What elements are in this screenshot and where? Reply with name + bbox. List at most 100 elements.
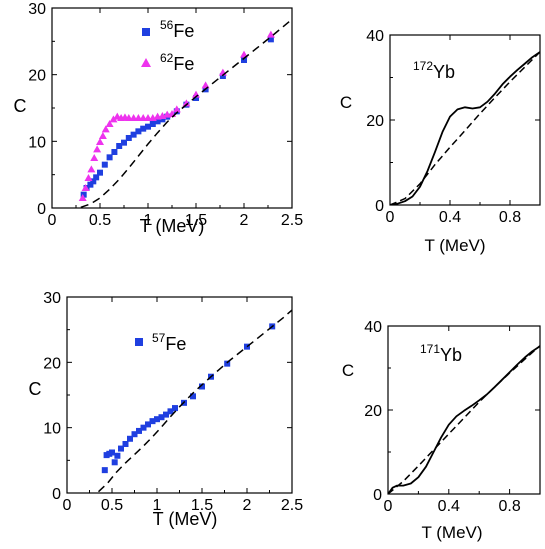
data-point-square: [163, 411, 169, 418]
y-tick-label: 40: [364, 319, 382, 336]
data-point-square: [158, 414, 165, 421]
data-point-triangle: [93, 145, 102, 153]
data-point-triangle: [78, 194, 87, 201]
data-point-square: [149, 121, 156, 127]
x-tick-label: 0: [386, 209, 395, 226]
annotation-mass-number: 171: [420, 342, 440, 356]
y-tick-label: 0: [52, 486, 61, 503]
x-tick-label: 0: [384, 498, 393, 515]
chart-panel-yb171: 0 0.4 0.8 0 20 40 T (MeV) C 171Yb: [342, 319, 541, 542]
y-axis-label: C: [14, 96, 27, 116]
x-tick-label: 1.5: [191, 497, 213, 514]
data-point-square: [127, 435, 133, 442]
data-point-square: [106, 154, 113, 161]
x-tick-label: 0.4: [439, 209, 461, 226]
data-point-square: [87, 181, 94, 188]
data-point-triangle: [109, 115, 118, 123]
x-tick-label: 1: [144, 212, 153, 229]
y-tick-label: 20: [364, 403, 382, 420]
legend-marker-square: [142, 28, 150, 36]
data-point-square: [111, 459, 118, 466]
data-point-square: [140, 125, 147, 132]
data-point-square: [109, 449, 115, 456]
legend-mass-number: 57: [152, 331, 166, 345]
data-point-triangle: [87, 165, 96, 173]
x-axis-label: T (MeV): [140, 216, 205, 236]
data-point-square: [167, 408, 174, 415]
data-point-triangle: [81, 184, 90, 191]
data-point-square: [154, 118, 161, 125]
y-axis-label: C: [342, 361, 354, 380]
x-tick-label: 0.8: [498, 498, 520, 515]
data-point-triangle: [90, 154, 99, 161]
data-point-triangle: [98, 132, 107, 139]
y-tick-label: 0: [375, 198, 384, 215]
legend-element: Fe: [165, 334, 186, 354]
data-point-square: [154, 416, 160, 423]
data-point-square: [131, 431, 138, 438]
annotation-element: Yb: [433, 62, 455, 82]
x-axis-label: T (MeV): [421, 523, 482, 542]
y-axis-label: C: [29, 379, 42, 399]
data-point-triangle: [101, 125, 110, 133]
data-point-triangle: [266, 30, 275, 38]
data-point-square: [114, 452, 121, 459]
annotation-mass-number: 172: [413, 59, 433, 73]
legend-mass-number: 62: [160, 51, 174, 65]
y-tick-label: 0: [373, 487, 382, 504]
y-tick-label: 0: [37, 201, 46, 218]
data-point-square: [159, 116, 166, 123]
series-line-solid: [390, 51, 540, 205]
legend-marker-triangle: [141, 58, 151, 67]
y-axis-label: C: [340, 93, 352, 112]
data-point-square: [101, 467, 108, 474]
series-line-dashed: [97, 309, 292, 493]
x-tick-label: 0: [63, 497, 72, 514]
x-tick-label: 0.5: [101, 497, 123, 514]
plot-area: [78, 18, 292, 208]
nucleus-annotation: 171Yb: [420, 342, 462, 365]
data-point-square: [93, 174, 100, 181]
plot-frame: [66, 296, 293, 494]
x-tick-label: 2.5: [281, 212, 303, 229]
y-tick-label: 20: [366, 113, 384, 130]
data-point-square: [90, 178, 97, 185]
legend-element: Fe: [173, 54, 194, 74]
data-point-square: [193, 95, 199, 101]
data-point-square: [199, 383, 205, 390]
x-tick-label: 2: [240, 212, 249, 229]
plot-area: [388, 345, 540, 494]
x-tick-label: 2: [243, 497, 252, 514]
data-point-square: [135, 128, 142, 135]
legend-label: 56Fe: [160, 18, 194, 41]
data-point-square: [149, 418, 156, 425]
x-tick-label: 0.5: [89, 212, 111, 229]
legend-mass-number: 56: [160, 18, 174, 32]
data-point-square: [145, 123, 151, 130]
y-tick-label: 30: [28, 1, 46, 18]
data-point-square: [172, 405, 178, 412]
x-axis-label: T (MeV): [153, 509, 218, 529]
data-point-square: [267, 36, 274, 43]
x-tick-label: 0.4: [438, 498, 460, 515]
x-tick-label: 1: [153, 497, 162, 514]
data-point-square: [140, 424, 147, 431]
data-point-square: [190, 393, 196, 400]
data-point-square: [130, 131, 137, 138]
data-point-triangle: [105, 120, 114, 127]
nucleus-annotation: 172Yb: [413, 59, 455, 82]
data-point-triangle: [172, 105, 181, 113]
data-point-square: [121, 139, 127, 146]
data-point-square: [101, 161, 108, 168]
y-tick-label: 30: [43, 290, 61, 307]
data-point-square: [224, 360, 231, 367]
x-tick-label: 0.8: [499, 209, 521, 226]
series-line-solid: [388, 345, 540, 494]
data-point-square: [80, 191, 87, 198]
legend-label: 62Fe: [160, 51, 194, 74]
data-point-square: [241, 57, 247, 63]
data-point-square: [111, 149, 118, 155]
series-line-dashed: [388, 345, 540, 494]
